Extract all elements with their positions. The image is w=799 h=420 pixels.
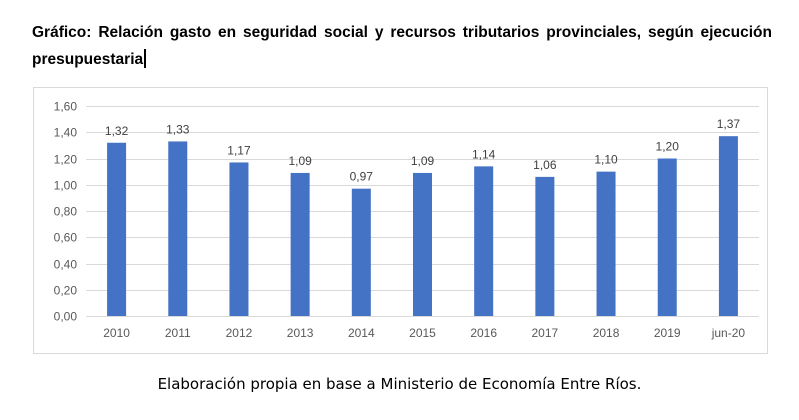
- x-tick-label: 2018: [593, 326, 620, 340]
- data-label: 1,09: [288, 154, 312, 168]
- x-tick-label: jun-20: [711, 326, 746, 340]
- x-tick-label: 2017: [532, 326, 559, 340]
- y-tick-label: 0,20: [54, 284, 78, 298]
- data-label: 1,06: [533, 158, 557, 172]
- bar: [718, 136, 738, 316]
- y-tick-label: 1,60: [54, 100, 78, 114]
- bar: [535, 176, 555, 316]
- data-label: 1,09: [411, 154, 435, 168]
- data-label: 1,33: [166, 122, 190, 136]
- x-tick-label: 2015: [409, 326, 436, 340]
- x-tick-label: 2019: [654, 326, 681, 340]
- bar: [168, 141, 188, 316]
- y-tick-label: 0,60: [54, 231, 78, 245]
- data-label: 1,10: [594, 153, 618, 167]
- y-tick-label: 1,20: [54, 153, 78, 167]
- bar: [229, 162, 249, 316]
- chart-frame[interactable]: 0,00 0,20 0,40 0,60 0,80 1,00 1,20 1,40 1,60 1,32…: [33, 87, 768, 354]
- data-label: 1,32: [105, 124, 129, 138]
- x-tick-label: 2013: [287, 326, 314, 340]
- x-tick-label: 2010: [103, 326, 130, 340]
- bar: [290, 172, 310, 316]
- y-tick-label: 0,40: [54, 258, 78, 272]
- data-label: 1,20: [656, 140, 680, 154]
- title-text: Gráfico: Relación gasto en seguridad soc…: [32, 24, 772, 68]
- data-label: 1,17: [227, 143, 251, 157]
- x-tick-label: 2016: [470, 326, 497, 340]
- source-caption: Elaboración propia en base a Ministerio …: [157, 375, 642, 393]
- chart-title-text: Gráfico: Relación gasto en seguridad soc…: [32, 19, 772, 73]
- bar: [657, 158, 677, 316]
- bar: [107, 142, 127, 316]
- data-label: 1,14: [472, 147, 496, 161]
- bar: [351, 188, 371, 316]
- bar: [596, 171, 616, 316]
- x-tick-label: 2014: [348, 326, 375, 340]
- bar: [474, 166, 494, 316]
- data-label: 1,37: [717, 117, 741, 131]
- y-tick-label: 0,00: [54, 310, 78, 324]
- data-label: 0,97: [350, 170, 374, 184]
- text-cursor-icon: [144, 49, 146, 68]
- bar: [413, 172, 432, 316]
- y-tick-label: 1,40: [54, 126, 78, 140]
- bar-chart: 0,00 0,20 0,40 0,60 0,80 1,00 1,20 1,40 1,60 1,32…: [54, 100, 759, 340]
- x-tick-label: 2012: [226, 326, 253, 340]
- y-tick-label: 0,80: [54, 205, 78, 219]
- y-tick-label: 1,00: [54, 179, 78, 193]
- x-tick-label: 2011: [165, 326, 191, 340]
